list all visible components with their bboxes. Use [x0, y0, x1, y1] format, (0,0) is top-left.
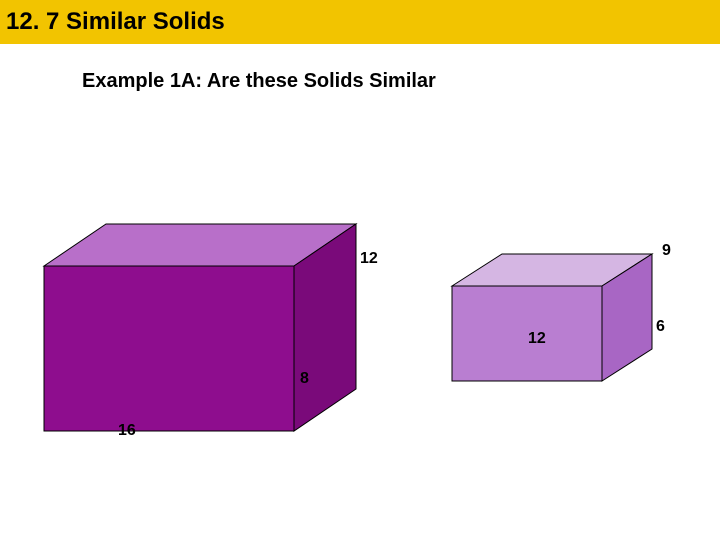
- label-small-depth: 6: [656, 318, 665, 336]
- solid-large-svg: [40, 212, 380, 442]
- subtitle: Example 1A: Are these Solids Similar: [82, 70, 436, 93]
- label-small-width: 12: [528, 330, 546, 348]
- label-large-depth: 8: [300, 370, 309, 388]
- label-small-height: 9: [662, 242, 671, 260]
- title-bar: 12. 7 Similar Solids: [0, 0, 720, 44]
- label-large-width: 16: [118, 422, 136, 440]
- label-large-height: 12: [360, 250, 378, 268]
- solid-small-svg: [448, 238, 678, 398]
- title-text: 12. 7 Similar Solids: [6, 8, 225, 36]
- solid-large-front-face: [44, 266, 294, 431]
- solid-small-front-face: [452, 286, 602, 381]
